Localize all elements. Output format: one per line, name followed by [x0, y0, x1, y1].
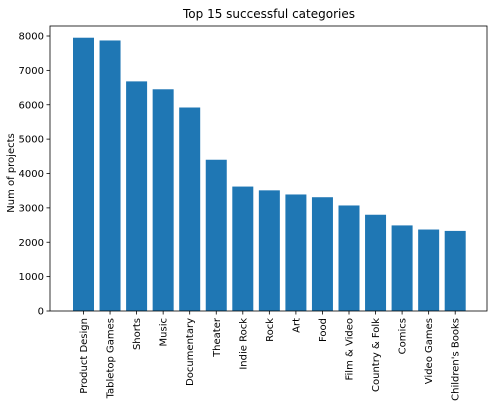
x-tick-label: Comics — [398, 318, 409, 354]
x-tick-label: Music — [159, 318, 170, 346]
bar — [179, 107, 201, 311]
bar — [338, 205, 360, 311]
chart-title: Top 15 successful categories — [182, 7, 355, 21]
bar — [365, 214, 387, 311]
x-tick-label: Art — [291, 318, 302, 333]
y-tick-label: 2000 — [19, 238, 44, 249]
bar — [391, 225, 413, 311]
bar — [418, 229, 440, 311]
y-tick-label: 3000 — [19, 203, 44, 214]
x-tick-label: Country & Folk — [371, 318, 382, 392]
y-tick-label: 7000 — [19, 66, 44, 77]
bar — [232, 186, 254, 311]
y-tick-label: 0 — [38, 307, 44, 318]
x-tick-label: Shorts — [132, 318, 143, 350]
x-tick-label: Indie Rock — [238, 318, 249, 370]
x-axis: Product Design Tabletop Games Shorts Music D… — [79, 311, 462, 401]
bar — [126, 81, 148, 312]
bar — [285, 194, 307, 311]
y-tick-label: 4000 — [19, 169, 44, 180]
y-tick-label: 1000 — [19, 272, 44, 283]
x-tick-label: Children's Books — [451, 318, 462, 401]
y-tick-label: 5000 — [19, 135, 44, 146]
bar — [311, 197, 333, 311]
bar — [73, 37, 94, 311]
bar — [152, 89, 174, 311]
bar — [99, 40, 121, 311]
x-tick-label: Food — [318, 318, 329, 342]
bar — [205, 159, 227, 311]
y-axis-label: Num of projects — [6, 133, 17, 212]
bar — [258, 190, 280, 311]
y-tick-label: 6000 — [19, 100, 44, 111]
y-tick-label: 8000 — [19, 32, 44, 43]
x-tick-label: Film & Video — [345, 318, 356, 381]
x-tick-label: Theater — [212, 317, 223, 358]
bar — [444, 230, 466, 311]
x-tick-label: Product Design — [79, 318, 90, 394]
bars-group — [73, 37, 466, 312]
x-tick-label: Tabletop Games — [106, 318, 117, 399]
x-tick-label: Rock — [265, 318, 276, 342]
x-tick-label: Video Games — [424, 318, 435, 384]
x-tick-label: Documentary — [185, 318, 196, 386]
plot-frame — [49, 25, 488, 312]
y-axis: 0 1000 2000 3000 4000 5000 6000 7000 8000 — [19, 32, 50, 318]
